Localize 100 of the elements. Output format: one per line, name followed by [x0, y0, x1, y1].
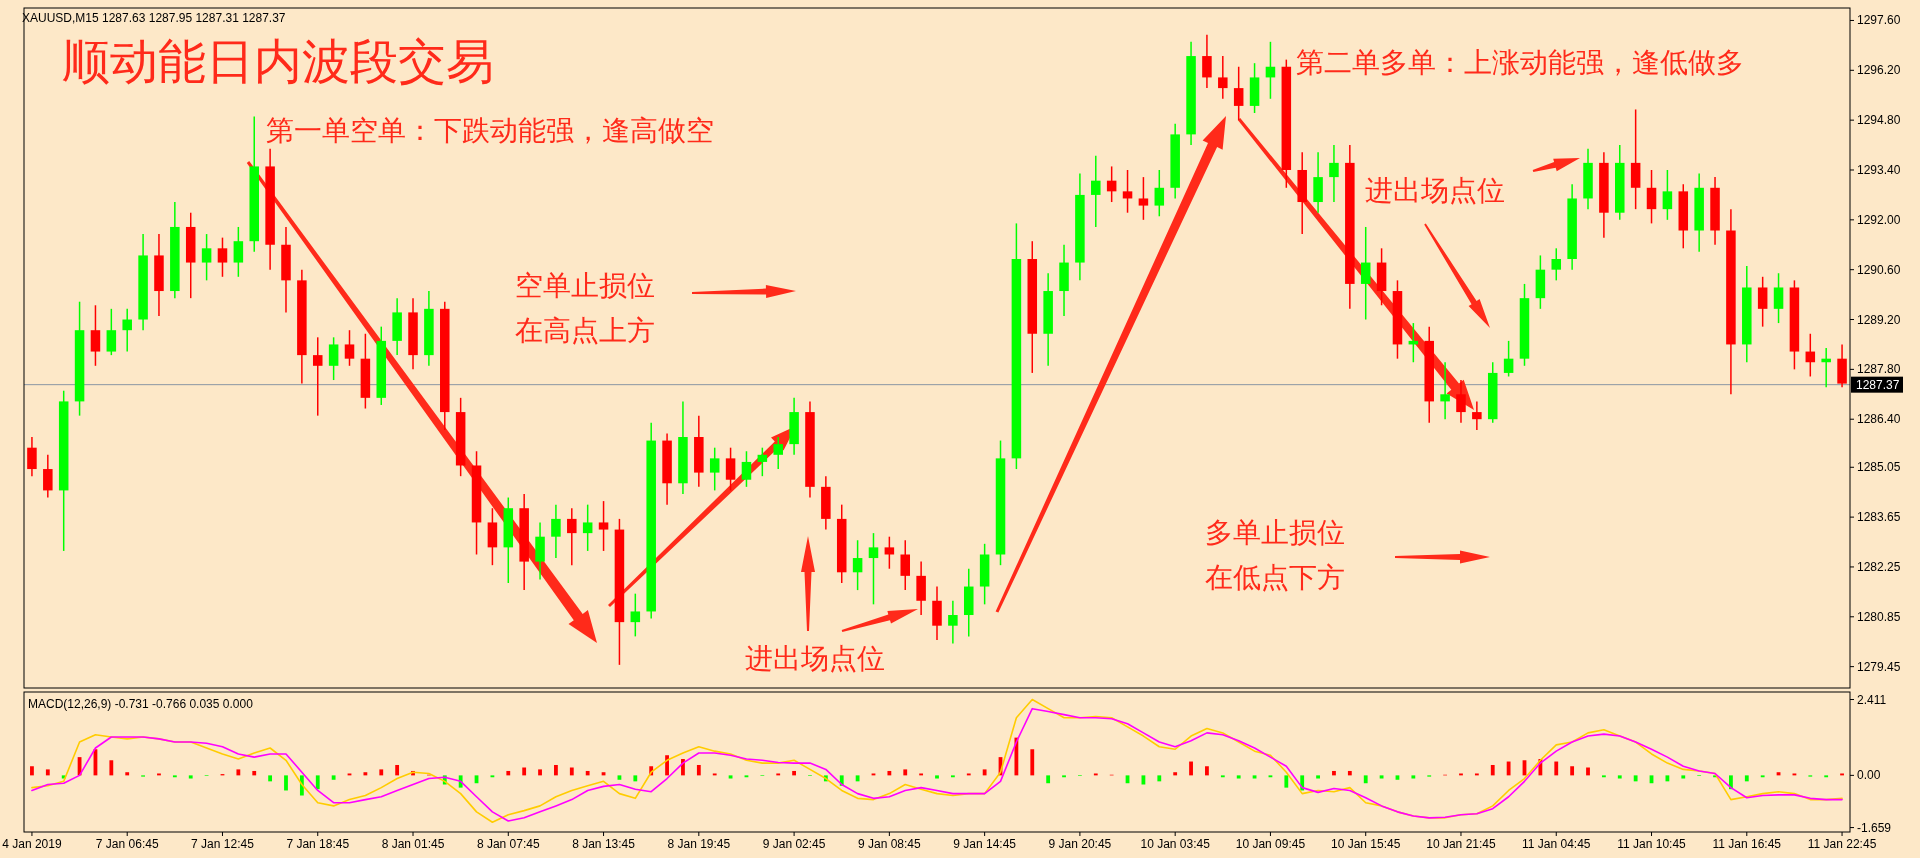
annotation: 多单止损位 — [1205, 517, 1345, 548]
bar — [665, 755, 669, 776]
x-tick-label: 11 Jan 16:45 — [1712, 837, 1782, 851]
bar — [585, 770, 590, 776]
chart-title: MACD(12,26,9) -0.731 -0.766 0.035 0.000 — [28, 697, 254, 711]
bar — [268, 775, 273, 782]
x-tick-label: 8 Jan 19:45 — [667, 837, 731, 851]
bar — [315, 775, 320, 790]
bar — [1633, 775, 1638, 782]
bar — [109, 760, 114, 776]
x-tick-label: 7 Jan 12:45 — [191, 837, 255, 851]
x-tick-label: 7 Jan 06:45 — [95, 837, 159, 851]
bar — [1189, 761, 1193, 776]
chart-subtitle: XAUUSD,M15 1287.63 1287.95 1287.31 1287.37 — [22, 11, 286, 25]
bar — [1236, 775, 1241, 779]
bar — [1157, 775, 1162, 782]
y-tick-label: 1286.40 — [1857, 412, 1901, 427]
bar — [696, 764, 701, 776]
bar — [1363, 775, 1368, 784]
x-tick-label: 9 Jan 08:45 — [858, 837, 922, 851]
bar — [236, 769, 241, 776]
bar — [554, 764, 558, 776]
bar — [855, 775, 860, 782]
y-tick-label: -1.659 — [1857, 820, 1892, 835]
bar — [1046, 775, 1051, 784]
x-tick-label: 11 Jan 04:45 — [1521, 837, 1591, 851]
bar — [506, 770, 511, 776]
annotation: 在低点下方 — [1205, 562, 1345, 593]
bar — [30, 766, 34, 776]
bar — [188, 775, 193, 779]
y-tick-label: 1285.05 — [1857, 460, 1901, 475]
bar — [395, 764, 400, 776]
bar — [633, 775, 638, 782]
bar — [1205, 766, 1209, 776]
x-tick-label: 11 Jan 22:45 — [1807, 837, 1877, 851]
x-tick-label: 7 Jan 18:45 — [286, 837, 350, 851]
ref-line-label: 1287.37 — [1856, 377, 1900, 392]
y-tick-label: 2.411 — [1857, 692, 1887, 707]
y-tick-label: 1283.65 — [1857, 510, 1901, 525]
y-tick-label: 1289.20 — [1857, 312, 1901, 327]
x-tick-label: 10 Jan 15:45 — [1331, 837, 1401, 851]
bar — [1570, 766, 1575, 776]
y-tick-label: 1287.80 — [1857, 362, 1901, 377]
annotation: 第一单空单：下跌动能强，逢高做空 — [266, 115, 714, 146]
bar — [1252, 775, 1257, 779]
y-tick-label: 1290.60 — [1857, 262, 1901, 277]
bar — [1681, 775, 1686, 779]
bar — [125, 772, 130, 776]
bar — [1332, 770, 1336, 776]
bar — [1490, 764, 1495, 776]
y-tick-label: 1294.80 — [1857, 113, 1901, 128]
annotation: 进出场点位 — [1365, 175, 1505, 206]
x-tick-label: 8 Jan 01:45 — [381, 837, 445, 851]
bar — [903, 769, 908, 776]
x-tick-label: 9 Jan 20:45 — [1048, 837, 1112, 851]
y-tick-label: 1293.40 — [1857, 162, 1901, 177]
y-tick-label: 0.00 — [1857, 768, 1881, 783]
bar — [1379, 775, 1384, 779]
x-tick-label: 11 Jan 10:45 — [1617, 837, 1687, 851]
bar — [792, 770, 796, 776]
bar — [252, 770, 257, 776]
bar — [1744, 775, 1749, 782]
y-tick-label: 1282.25 — [1857, 559, 1901, 574]
bar — [1617, 775, 1622, 779]
bar — [379, 769, 384, 776]
y-tick-label: 1296.20 — [1857, 63, 1901, 78]
bar — [363, 772, 368, 776]
bar — [1411, 775, 1416, 779]
bar — [1173, 772, 1178, 776]
bar — [887, 770, 892, 776]
bar — [284, 775, 288, 791]
x-tick-label: 9 Jan 02:45 — [762, 837, 826, 851]
y-tick-label: 1279.45 — [1857, 659, 1901, 674]
annotation: 空单止损位 — [515, 270, 655, 301]
bar — [1506, 761, 1511, 776]
x-tick-label: 10 Jan 03:45 — [1140, 837, 1211, 851]
bar — [538, 769, 542, 776]
bar — [45, 769, 50, 776]
y-tick-label: 1297.60 — [1857, 13, 1901, 28]
x-tick-label: 10 Jan 09:45 — [1235, 837, 1306, 851]
bar — [728, 775, 733, 779]
bar — [1284, 775, 1289, 788]
x-tick-label: 9 Jan 14:45 — [953, 837, 1017, 851]
bar — [1665, 775, 1670, 782]
annotation: 第二单多单：上涨动能强，逢低做多 — [1296, 47, 1744, 78]
bar — [1586, 767, 1590, 776]
bar — [569, 767, 574, 776]
bar — [1316, 775, 1320, 779]
x-tick-label: 10 Jan 21:45 — [1426, 837, 1496, 851]
bar — [1347, 770, 1352, 776]
x-tick-label: 8 Jan 13:45 — [572, 837, 636, 851]
text: 顺动能日内波段交易 — [62, 35, 494, 88]
bar — [1554, 761, 1559, 776]
bar — [935, 775, 939, 779]
annotation: 进出场点位 — [745, 643, 885, 674]
bar — [522, 767, 527, 776]
y-tick-label: 1292.00 — [1857, 212, 1901, 227]
y-tick-label: 1280.85 — [1857, 609, 1901, 624]
bar — [982, 769, 987, 776]
x-tick-label: 4 Jan 2019 — [2, 837, 62, 851]
